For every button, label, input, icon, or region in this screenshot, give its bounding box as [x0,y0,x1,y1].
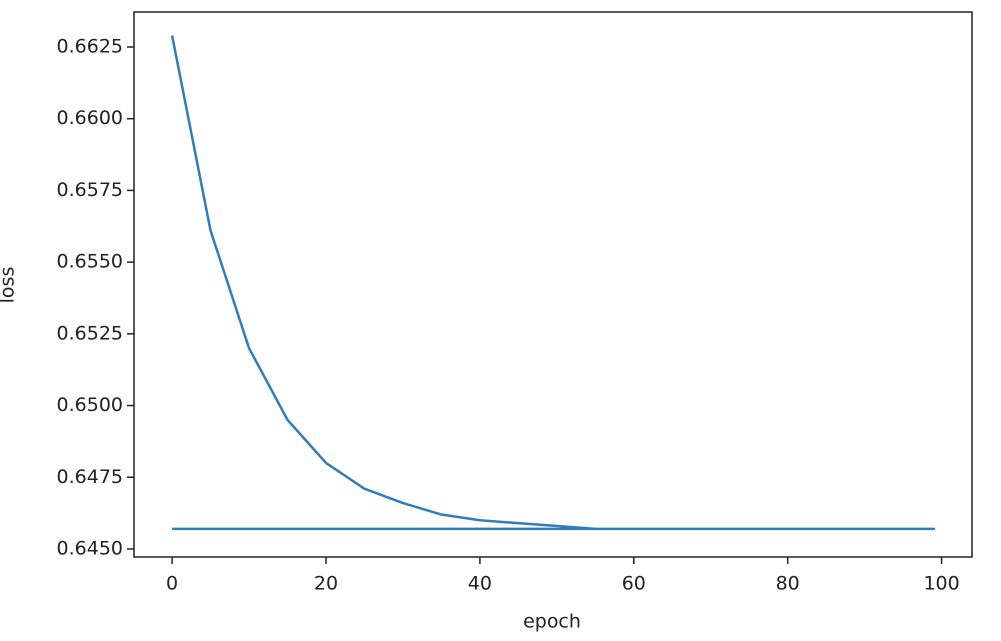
y-tick-label: 0.6550 [57,251,123,273]
y-axis-label: loss [0,267,19,304]
x-tick-label: 80 [776,573,800,595]
y-tick-label: 0.6500 [57,394,123,416]
y-tick-label: 0.6525 [57,322,123,344]
y-tick-label: 0.6575 [57,179,123,201]
y-tick-label: 0.6600 [57,107,123,129]
axes-frame [133,11,973,558]
x-tick-label: 40 [468,573,492,595]
data-line [170,35,936,531]
x-tick-label: 0 [166,573,178,595]
x-tick-label: 60 [622,573,646,595]
y-tick-label: 0.6475 [57,466,123,488]
x-tick-label: 100 [923,573,959,595]
x-tick-label: 20 [314,573,338,595]
x-axis-label: epoch [523,611,581,633]
y-tick-label: 0.6625 [57,35,123,57]
y-tick-label: 0.6450 [57,537,123,559]
